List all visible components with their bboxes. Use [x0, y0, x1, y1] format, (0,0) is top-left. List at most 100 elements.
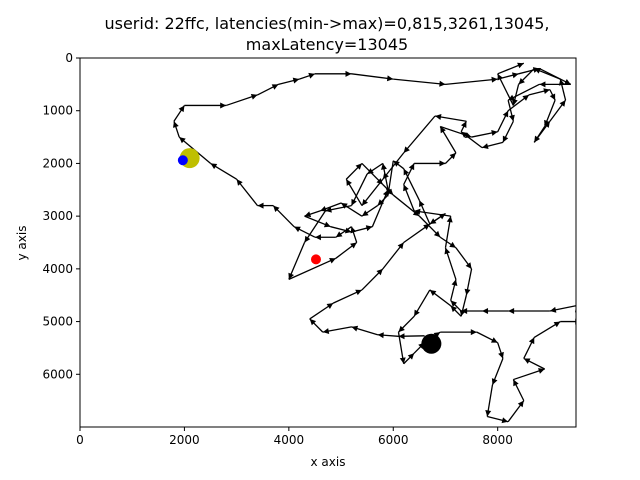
- path-segment: [444, 216, 453, 248]
- arrowhead: [419, 200, 425, 208]
- path-segment: [508, 308, 550, 315]
- arrowhead: [508, 308, 515, 315]
- arrowhead: [329, 258, 336, 264]
- arrowhead: [435, 114, 442, 120]
- arrowhead: [361, 199, 369, 206]
- path-segment: [511, 84, 520, 106]
- path-segment: [464, 268, 473, 296]
- arrowhead: [351, 198, 357, 206]
- black-marker: [421, 333, 442, 354]
- arrowhead: [412, 210, 420, 217]
- plot-area: [173, 62, 576, 424]
- arrowhead: [365, 225, 373, 232]
- arrowhead: [346, 179, 352, 186]
- path-segment: [278, 77, 300, 85]
- path-segment: [288, 257, 337, 280]
- arrowhead: [553, 321, 561, 328]
- arrowhead: [386, 75, 394, 82]
- path-segment: [539, 81, 571, 88]
- arrowhead: [539, 81, 546, 88]
- arrowhead: [326, 303, 334, 309]
- arrowhead: [439, 80, 446, 87]
- arrowhead: [522, 94, 530, 101]
- path-segment: [345, 178, 363, 206]
- arrowhead: [335, 231, 343, 238]
- arrowhead: [543, 88, 550, 95]
- arrowhead: [512, 72, 519, 79]
- path-segment: [523, 337, 535, 359]
- arrowhead: [482, 308, 489, 315]
- path-segment: [397, 332, 406, 364]
- arrowhead: [408, 163, 415, 171]
- x-axis-label: x axis: [311, 455, 346, 469]
- arrowhead: [367, 168, 374, 174]
- path-segment: [482, 308, 509, 315]
- path-segment: [398, 315, 415, 333]
- arrowhead: [382, 189, 389, 197]
- y-tick-label: 3000: [42, 209, 73, 223]
- arrowhead: [355, 289, 362, 296]
- path-segment: [497, 110, 509, 133]
- path-segment: [350, 226, 358, 243]
- arrowhead: [397, 242, 404, 250]
- arrowhead: [549, 93, 556, 101]
- path-segment: [413, 289, 431, 317]
- path-segment: [272, 205, 295, 228]
- path-segment: [487, 415, 509, 424]
- arrowhead: [490, 337, 498, 343]
- path-segment: [533, 321, 561, 338]
- y-tick-label: 6000: [42, 367, 73, 381]
- arrowhead: [517, 400, 524, 408]
- y-axis: 0 1000 2000 3000 4000 5000 6000: [42, 51, 80, 381]
- path-segment: [304, 210, 321, 218]
- arrowhead: [376, 268, 383, 276]
- arrowhead: [323, 221, 331, 228]
- path-segment: [549, 305, 576, 313]
- path-segment: [461, 308, 483, 315]
- path-segment: [560, 318, 576, 325]
- arrowhead: [508, 114, 515, 122]
- arrowhead: [464, 288, 471, 296]
- path-segment: [440, 125, 472, 139]
- chart-title-line-1: userid: 22ffc, latencies(min->max)=0,815…: [104, 14, 549, 33]
- arrowhead: [450, 305, 458, 313]
- arrowhead: [482, 143, 489, 150]
- path-segment: [361, 178, 384, 207]
- path-segment: [392, 160, 405, 170]
- arrowhead: [439, 160, 446, 167]
- path-segment: [512, 379, 525, 401]
- y-tick-label: 4000: [42, 262, 73, 276]
- path-segment: [361, 205, 378, 217]
- arrowhead: [403, 184, 409, 192]
- arrowhead: [345, 70, 352, 77]
- path-segment: [497, 342, 504, 359]
- path-segment: [439, 126, 457, 154]
- path-segment: [361, 268, 384, 291]
- path-segment: [377, 332, 399, 339]
- arrowhead: [304, 211, 312, 218]
- arrowhead: [559, 100, 566, 107]
- arrowhead: [179, 137, 186, 144]
- arrowhead: [440, 126, 446, 134]
- path-segment: [403, 168, 420, 201]
- arrowhead: [314, 234, 321, 241]
- path-segment: [257, 83, 279, 96]
- arrowhead: [403, 168, 410, 176]
- path-segment: [523, 357, 545, 370]
- path-segment: [332, 289, 363, 304]
- arrowhead: [470, 329, 477, 336]
- path-segment: [476, 331, 498, 344]
- arrowhead: [210, 163, 218, 170]
- arrowhead: [485, 410, 492, 417]
- arrowhead: [444, 247, 451, 255]
- path-segment: [445, 152, 457, 164]
- path-segment: [225, 93, 258, 107]
- arrowhead: [341, 202, 348, 209]
- path-segment: [351, 73, 394, 82]
- path-segment: [450, 305, 462, 317]
- arrowhead: [502, 135, 509, 143]
- arrowhead: [543, 121, 550, 128]
- arrowhead: [497, 73, 504, 81]
- path-segment: [377, 194, 389, 207]
- path-segment: [403, 184, 415, 212]
